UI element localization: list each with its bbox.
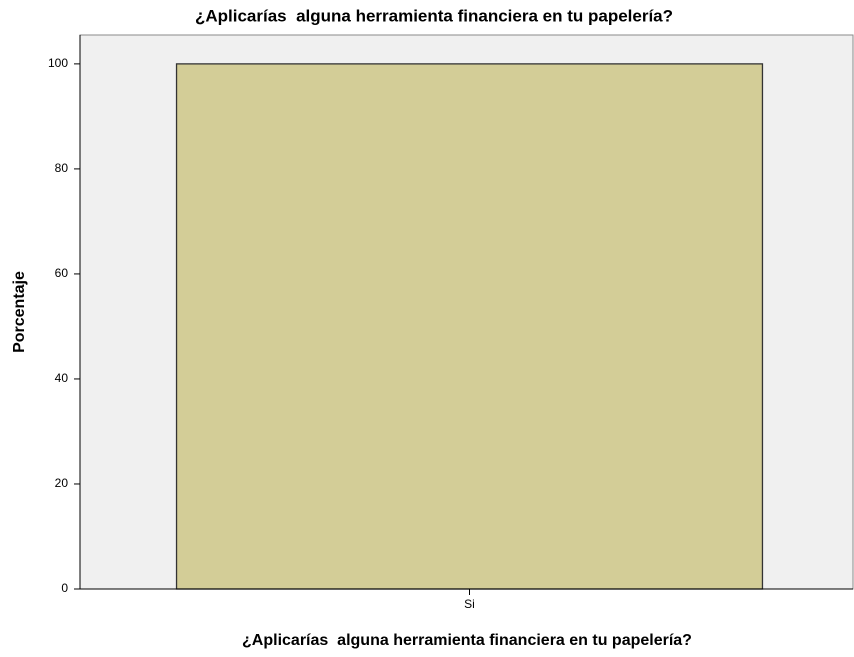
chart-title: ¿Aplicarías alguna herramienta financier… <box>195 6 673 25</box>
y-tick-label: 20 <box>55 476 69 490</box>
x-axis-label: ¿Aplicarías alguna herramienta financier… <box>242 632 692 649</box>
y-tick-label: 40 <box>55 371 69 385</box>
x-tick-label: Si <box>464 597 475 611</box>
bar <box>175 63 764 590</box>
y-axis-label: Porcentaje <box>11 271 28 353</box>
y-tick-label: 60 <box>55 266 69 280</box>
y-tick-label: 0 <box>61 581 68 595</box>
y-tick-label: 100 <box>48 56 68 70</box>
y-tick-label: 80 <box>55 161 69 175</box>
